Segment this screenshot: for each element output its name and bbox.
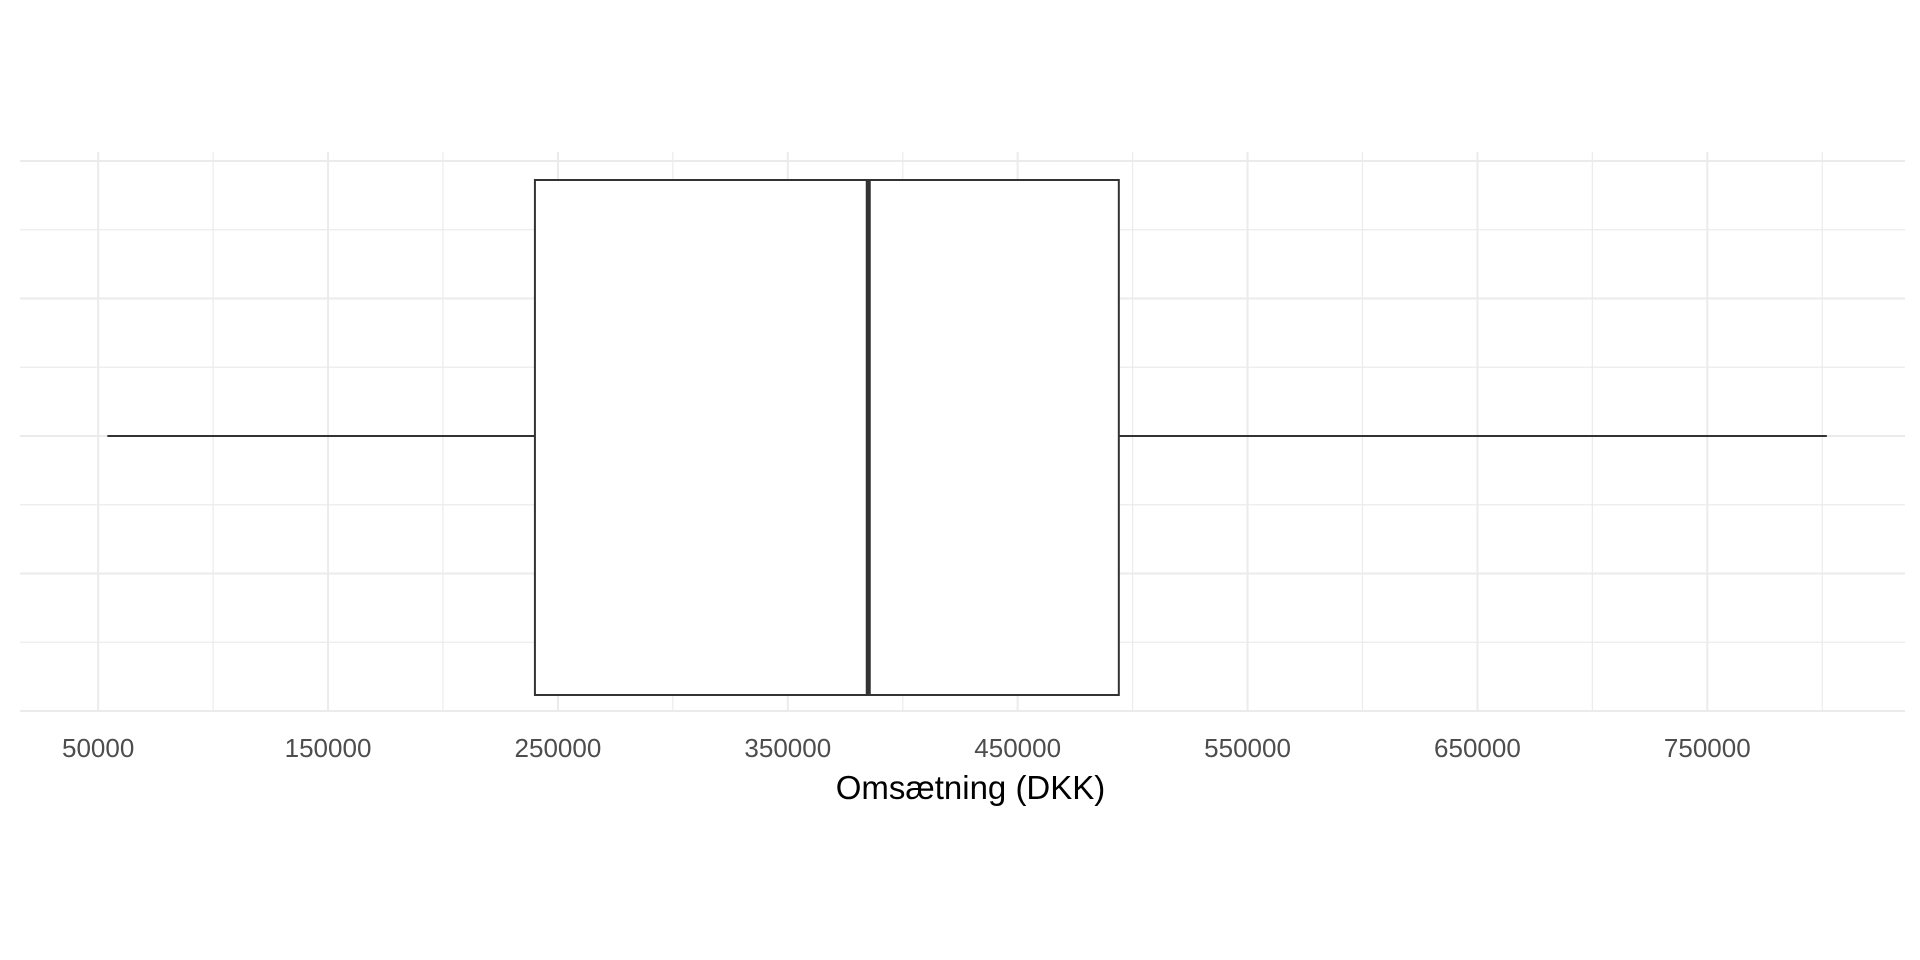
x-tick-label: 750000 xyxy=(1664,733,1751,763)
x-tick-label: 250000 xyxy=(515,733,602,763)
x-tick-label: 450000 xyxy=(974,733,1061,763)
x-tick-label: 350000 xyxy=(744,733,831,763)
x-tick-label: 650000 xyxy=(1434,733,1521,763)
x-axis-title: Omsætning (DKK) xyxy=(836,769,1106,806)
x-tick-label: 150000 xyxy=(285,733,372,763)
box-layer xyxy=(107,179,1827,696)
x-tick-label: 50000 xyxy=(62,733,134,763)
x-axis-ticks: 50000 150000 250000 350000 450000 550000 65000… xyxy=(62,733,1751,763)
x-tick-label: 550000 xyxy=(1204,733,1291,763)
interquartile-box xyxy=(533,179,1120,696)
